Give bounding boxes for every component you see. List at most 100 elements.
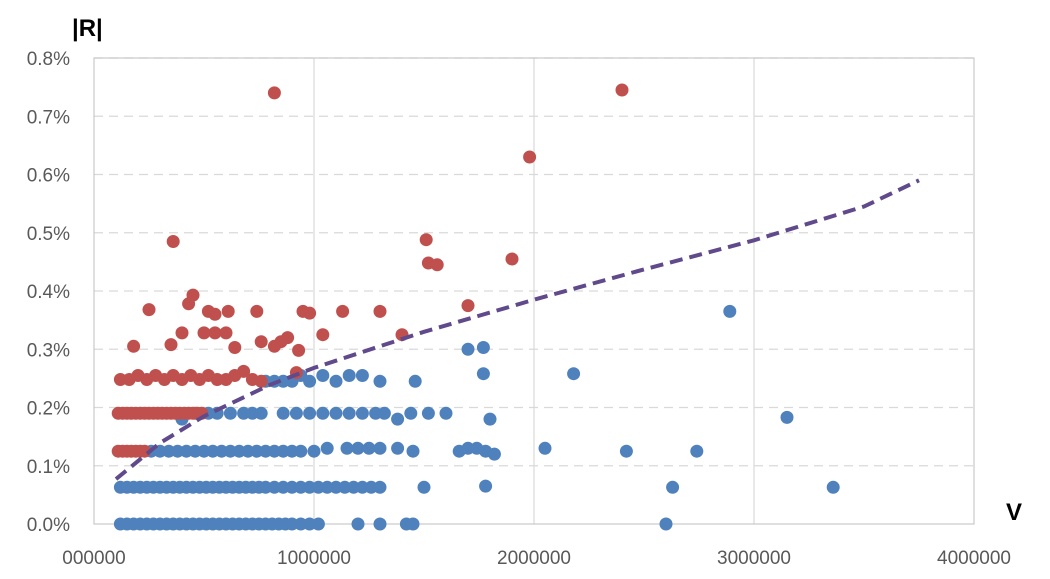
data-point <box>127 339 141 353</box>
data-point <box>267 86 281 100</box>
data-point <box>197 326 211 340</box>
data-point <box>826 480 840 494</box>
data-point <box>294 444 308 458</box>
x-axis-title: V <box>1006 499 1022 526</box>
data-point <box>303 306 317 320</box>
x-tick-label: 1000000 <box>277 548 351 569</box>
data-point <box>406 517 420 531</box>
data-point <box>223 406 237 420</box>
data-point <box>461 299 475 313</box>
data-point <box>373 517 387 531</box>
y-tick-label: 0.2% <box>27 399 70 420</box>
data-point <box>483 412 497 426</box>
data-point <box>505 252 519 266</box>
data-point <box>373 441 387 455</box>
y-axis-ticks: 0.0% 0.1% 0.2% 0.3% 0.4% 0.5% 0.6% 0.7% 0.8% <box>27 49 70 536</box>
trend-lines <box>114 178 920 481</box>
data-point <box>342 406 356 420</box>
data-point <box>208 307 222 321</box>
data-point <box>523 150 537 164</box>
data-point <box>311 517 325 531</box>
data-point <box>250 304 264 318</box>
data-point <box>142 303 156 317</box>
y-tick-label: 0.5% <box>27 224 70 245</box>
data-point <box>355 369 369 382</box>
data-point <box>690 444 704 458</box>
y-tick-label: 0.7% <box>27 107 70 128</box>
data-point <box>417 480 431 494</box>
data-point <box>615 83 629 97</box>
data-point <box>320 441 334 455</box>
data-point <box>221 304 235 318</box>
data-point <box>254 406 268 420</box>
data-point <box>316 328 330 342</box>
y-axis-title: |R| <box>72 15 103 42</box>
data-point <box>619 444 633 458</box>
y-tick-label: 0.3% <box>27 340 70 361</box>
data-point <box>164 338 178 352</box>
data-point <box>342 369 356 382</box>
plot-area-border <box>93 57 975 525</box>
data-point <box>276 406 290 420</box>
data-point <box>476 367 490 381</box>
data-point <box>228 341 242 354</box>
data-point <box>329 406 343 420</box>
data-point <box>659 517 673 531</box>
data-point <box>723 304 737 318</box>
data-point <box>355 406 369 420</box>
data-point <box>351 441 365 455</box>
data-point <box>351 517 365 531</box>
data-point <box>406 444 420 458</box>
y-tick-label: 0.4% <box>27 282 70 303</box>
x-tick-label: 2000000 <box>497 548 571 569</box>
data-point <box>208 326 222 340</box>
data-point <box>377 406 391 420</box>
data-point <box>373 480 387 494</box>
data-point <box>408 374 422 388</box>
data-point <box>421 406 435 420</box>
data-point <box>391 412 405 426</box>
data-point <box>461 342 475 356</box>
x-axis-ticks: 000000 1000000 2000000 3000000 4000000 <box>62 548 1011 569</box>
data-point <box>439 406 453 420</box>
data-point <box>316 406 330 420</box>
trend-line <box>114 178 920 481</box>
data-point <box>254 374 268 388</box>
data-point <box>186 288 200 302</box>
data-point <box>479 479 493 493</box>
data-point <box>237 364 251 378</box>
y-tick-label: 0.0% <box>27 515 70 536</box>
data-point <box>567 367 581 381</box>
data-point <box>303 374 317 388</box>
data-point <box>419 233 433 247</box>
data-point <box>487 447 501 461</box>
y-tick-label: 0.6% <box>27 166 70 187</box>
data-point <box>373 304 387 318</box>
x-tick-label: 000000 <box>62 548 125 569</box>
data-point <box>166 235 180 248</box>
data-point <box>362 441 376 455</box>
data-point <box>303 406 317 420</box>
data-point <box>219 326 233 340</box>
data-point <box>289 406 303 420</box>
data-point <box>404 406 418 420</box>
data-point <box>666 480 680 494</box>
data-point <box>430 258 444 272</box>
data-point <box>340 441 354 455</box>
data-point <box>476 341 490 354</box>
data-point <box>373 374 387 388</box>
y-tick-label: 0.1% <box>27 457 70 478</box>
data-point <box>336 304 350 318</box>
data-point <box>175 326 189 340</box>
data-point <box>292 343 306 357</box>
data-point <box>329 374 343 388</box>
x-tick-label: 4000000 <box>937 548 1011 569</box>
data-point <box>780 410 794 424</box>
y-tick-label: 0.8% <box>27 49 70 70</box>
data-point <box>316 369 330 382</box>
x-tick-label: 3000000 <box>717 548 791 569</box>
data-points <box>111 83 840 531</box>
data-point <box>391 441 405 455</box>
data-point <box>538 441 552 455</box>
